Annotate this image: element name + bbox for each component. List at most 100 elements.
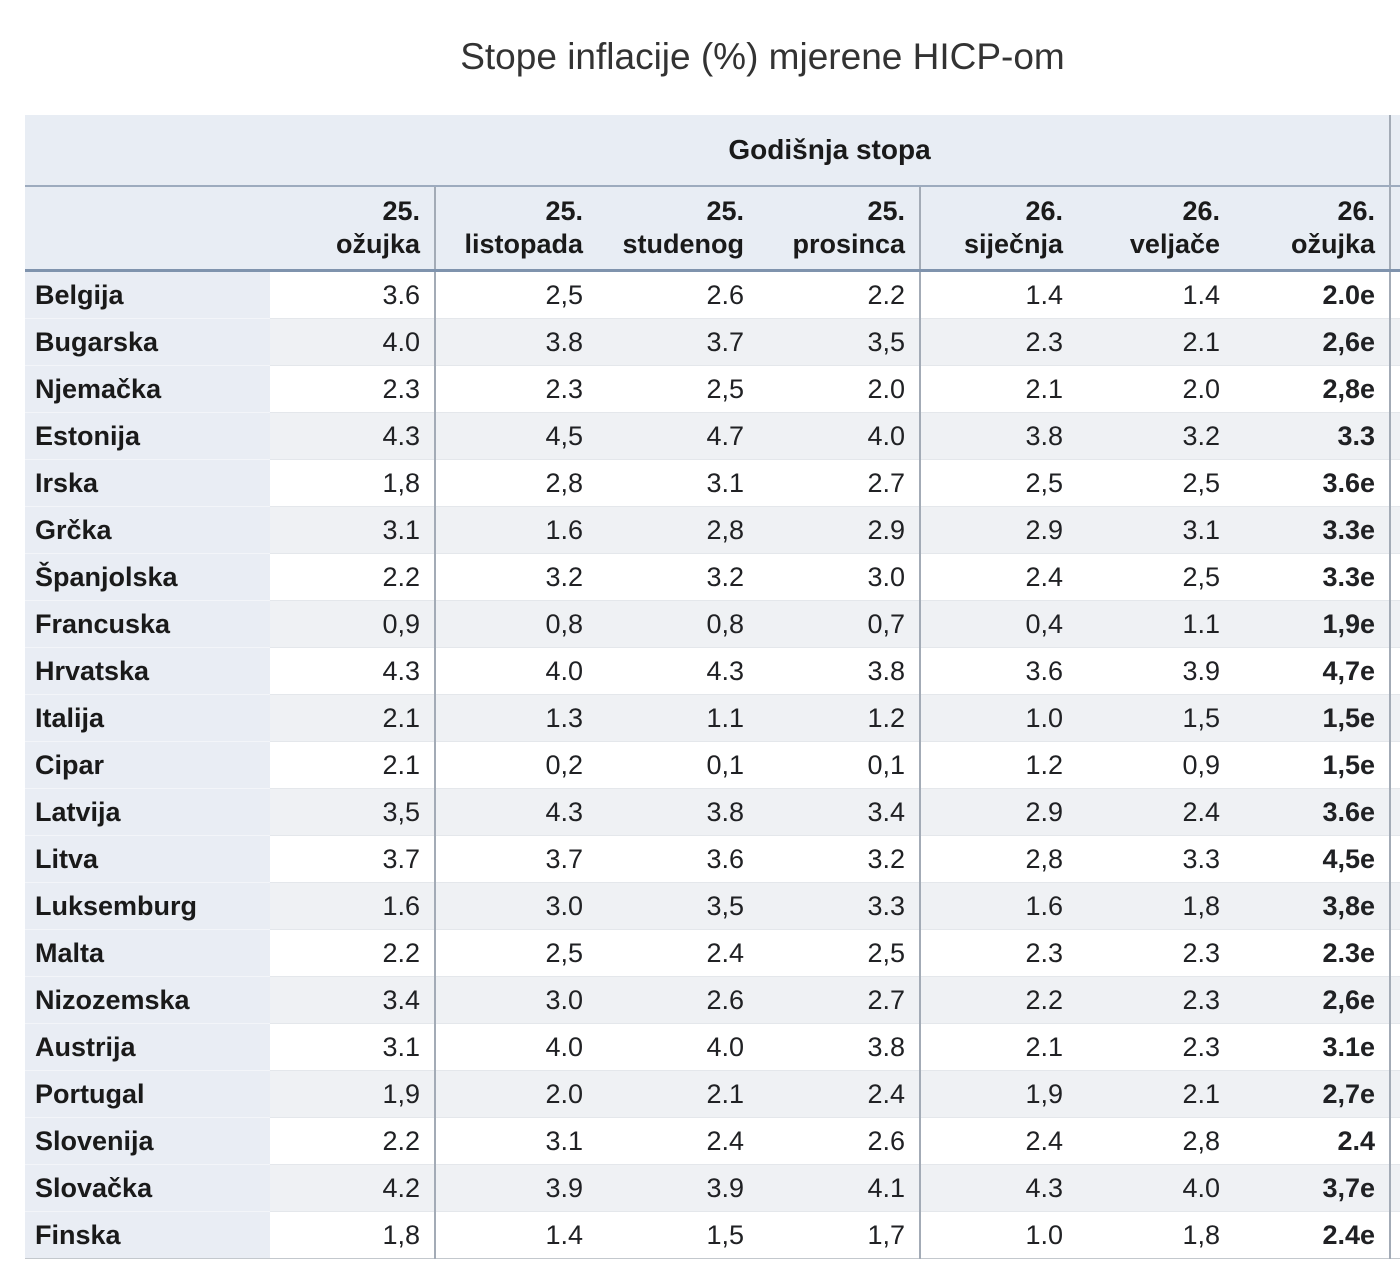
value-cell: 4,7e	[1234, 647, 1392, 695]
value-cell: 2,6e	[1234, 318, 1392, 366]
value-cell: 3.6	[270, 270, 436, 319]
cutoff-cell	[1390, 1070, 1400, 1118]
value-cell: 0,2	[435, 741, 597, 789]
value-cell: 3.1	[270, 1023, 436, 1071]
value-cell: 1.0	[920, 694, 1077, 742]
value-cell: 1.4	[435, 1211, 597, 1259]
value-cell: 1.0	[920, 1211, 1077, 1259]
value-cell: 1,5	[1077, 694, 1234, 742]
value-cell: 3.4	[758, 788, 921, 836]
cutoff-cell	[1390, 647, 1400, 695]
value-cell: 1,5	[597, 1211, 758, 1259]
value-cell: 2.1	[920, 365, 1077, 413]
value-cell: 3.7	[270, 835, 436, 883]
country-cell: Litva	[25, 835, 270, 883]
value-cell: 2.3	[1077, 976, 1234, 1024]
column-header-year: 25.	[545, 196, 583, 227]
value-cell: 2.2	[270, 1117, 436, 1165]
table-row: Estonija 4.3 4,5 4.7 4.0 3.8 3.2 3.3	[25, 412, 1400, 460]
value-cell: 1,5e	[1234, 741, 1392, 789]
value-cell: 3.1	[270, 506, 436, 554]
column-header-4: 25. prosinca	[758, 186, 921, 272]
table-row: Njemačka 2.3 2.3 2,5 2.0 2.1 2.0 2,8e	[25, 365, 1400, 413]
value-cell: 3,5	[597, 882, 758, 930]
country-cell: Španjolska	[25, 553, 270, 601]
value-cell: 4.3	[920, 1164, 1077, 1212]
country-cell: Estonija	[25, 412, 270, 460]
value-cell: 2.7	[758, 976, 921, 1024]
cutoff-cell	[1390, 835, 1400, 883]
value-cell: 2.3	[920, 318, 1077, 366]
value-cell: 1.4	[1077, 270, 1234, 319]
value-cell: 4.0	[435, 647, 597, 695]
column-header-7: 26. ožujka	[1234, 186, 1392, 272]
value-cell: 3.1	[597, 459, 758, 507]
value-cell: 3.8	[920, 412, 1077, 460]
country-cell: Njemačka	[25, 365, 270, 413]
value-cell: 2.6	[597, 976, 758, 1024]
value-cell: 3.0	[435, 976, 597, 1024]
value-cell: 2,5	[1077, 553, 1234, 601]
value-cell: 2.9	[920, 506, 1077, 554]
table-row: Malta 2.2 2,5 2.4 2,5 2.3 2.3 2.3e	[25, 929, 1400, 977]
value-cell: 3.6e	[1234, 788, 1392, 836]
value-cell: 2.3	[435, 365, 597, 413]
country-cell: Irska	[25, 459, 270, 507]
value-cell: 3.7	[435, 835, 597, 883]
column-header-month: studenog	[622, 229, 745, 260]
column-header-month: ožujka	[1291, 229, 1376, 260]
value-cell: 3,8e	[1234, 882, 1392, 930]
column-header-month: veljače	[1129, 229, 1220, 260]
value-cell: 3.6	[597, 835, 758, 883]
value-cell: 2.1	[270, 741, 436, 789]
cutoff-cell	[1390, 1117, 1400, 1165]
table-row: Luksemburg 1.6 3.0 3,5 3.3 1.6 1,8 3,8e	[25, 882, 1400, 930]
value-cell: 2.1	[597, 1070, 758, 1118]
cutoff-cell	[1390, 929, 1400, 977]
value-cell: 2.1	[270, 694, 436, 742]
value-cell: 1,9	[920, 1070, 1077, 1118]
value-cell: 4.3	[435, 788, 597, 836]
cutoff-cell	[1390, 788, 1400, 836]
cutoff-cell	[1390, 412, 1400, 460]
country-cell: Francuska	[25, 600, 270, 648]
value-cell: 2,7e	[1234, 1070, 1392, 1118]
value-cell: 1,8	[1077, 1211, 1234, 1259]
table-row: Bugarska 4.0 3.8 3.7 3,5 2.3 2.1 2,6e	[25, 318, 1400, 366]
value-cell: 0,1	[758, 741, 921, 789]
value-cell: 1.2	[920, 741, 1077, 789]
value-cell: 2.2	[758, 270, 921, 319]
page-title: Stope inflacije (%) mjerene HICP-om	[460, 36, 1065, 77]
value-cell: 4.0	[1077, 1164, 1234, 1212]
value-cell: 0,8	[435, 600, 597, 648]
column-header-year: 26.	[1182, 196, 1220, 227]
value-cell: 4.3	[270, 647, 436, 695]
value-cell: 2.1	[920, 1023, 1077, 1071]
value-cell: 2.4	[597, 1117, 758, 1165]
value-cell: 1,9e	[1234, 600, 1392, 648]
value-cell: 2.4e	[1234, 1211, 1392, 1259]
value-cell: 3,5	[758, 318, 921, 366]
value-cell: 4.0	[758, 412, 921, 460]
value-cell: 4.0	[270, 318, 436, 366]
value-cell: 2.6	[758, 1117, 921, 1165]
column-header-year: 25.	[382, 196, 420, 227]
column-header-1: 25. ožujka	[270, 186, 436, 272]
value-cell: 1.6	[270, 882, 436, 930]
value-cell: 2.4	[1234, 1117, 1392, 1165]
value-cell: 3.0	[435, 882, 597, 930]
value-cell: 1.6	[920, 882, 1077, 930]
value-cell: 2,8	[435, 459, 597, 507]
column-header-month: ožujka	[335, 229, 420, 260]
column-header-year: 25.	[706, 196, 744, 227]
value-cell: 3.8	[435, 318, 597, 366]
value-cell: 1,8	[1077, 882, 1234, 930]
value-cell: 1,7	[758, 1211, 921, 1259]
value-cell: 3.3e	[1234, 506, 1392, 554]
cutoff-cell	[1390, 1023, 1400, 1071]
cutoff-cell	[1390, 1211, 1400, 1259]
value-cell: 1.1	[597, 694, 758, 742]
value-cell: 3.1e	[1234, 1023, 1392, 1071]
value-cell: 2.2	[270, 553, 436, 601]
